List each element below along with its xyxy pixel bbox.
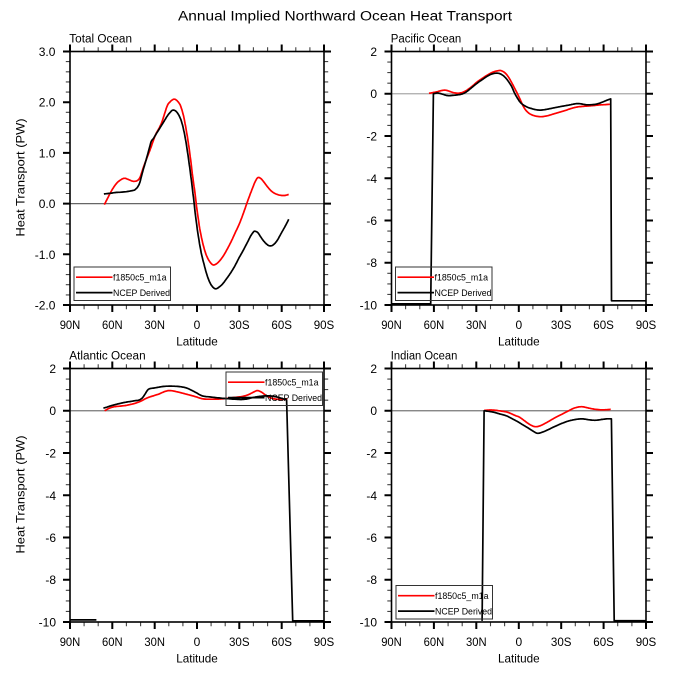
svg-text:30N: 30N: [466, 318, 487, 332]
svg-text:30S: 30S: [229, 635, 250, 649]
svg-text:60N: 60N: [102, 318, 123, 332]
svg-text:3.0: 3.0: [39, 45, 56, 59]
svg-text:-1.0: -1.0: [35, 248, 56, 262]
svg-text:f1850c5_m1a: f1850c5_m1a: [265, 378, 319, 388]
svg-text:-2: -2: [366, 130, 377, 144]
svg-text:0: 0: [194, 318, 201, 332]
svg-text:-10: -10: [39, 616, 57, 630]
svg-text:-8: -8: [45, 573, 56, 587]
svg-text:60N: 60N: [102, 635, 123, 649]
svg-text:Indian Ocean: Indian Ocean: [391, 350, 458, 362]
svg-text:90S: 90S: [314, 635, 335, 649]
svg-text:60N: 60N: [424, 635, 445, 649]
svg-text:-4: -4: [45, 489, 56, 503]
svg-text:30N: 30N: [144, 318, 165, 332]
svg-text:30S: 30S: [229, 318, 250, 332]
svg-text:-4: -4: [366, 172, 377, 186]
svg-text:30N: 30N: [466, 635, 487, 649]
svg-text:Latitude: Latitude: [176, 335, 218, 349]
svg-text:-10: -10: [360, 299, 378, 313]
svg-text:0: 0: [370, 404, 377, 418]
svg-text:90N: 90N: [60, 318, 81, 332]
svg-text:Heat Transport (PW): Heat Transport (PW): [14, 436, 28, 554]
svg-text:Latitude: Latitude: [498, 652, 540, 666]
svg-text:60S: 60S: [271, 635, 292, 649]
svg-text:90N: 90N: [381, 318, 402, 332]
svg-text:2: 2: [49, 362, 56, 376]
svg-text:2: 2: [370, 362, 377, 376]
svg-text:f1850c5_m1a: f1850c5_m1a: [435, 273, 489, 283]
svg-text:90S: 90S: [314, 318, 335, 332]
svg-text:60S: 60S: [593, 635, 614, 649]
svg-text:90N: 90N: [60, 635, 81, 649]
svg-text:-6: -6: [366, 214, 377, 228]
svg-text:NCEP Derived: NCEP Derived: [435, 288, 492, 298]
svg-text:Atlantic Ocean: Atlantic Ocean: [69, 350, 145, 362]
svg-text:30S: 30S: [551, 318, 572, 332]
svg-text:-2: -2: [45, 447, 56, 461]
svg-text:f1850c5_m1a: f1850c5_m1a: [113, 273, 167, 283]
svg-text:-10: -10: [360, 616, 378, 630]
svg-text:30S: 30S: [551, 635, 572, 649]
svg-text:f1850c5_m1a: f1850c5_m1a: [435, 591, 489, 601]
svg-text:Latitude: Latitude: [498, 335, 540, 349]
svg-text:Latitude: Latitude: [176, 652, 218, 666]
svg-text:2.0: 2.0: [39, 96, 56, 110]
svg-text:Annual Implied Northward Ocean: Annual Implied Northward Ocean Heat Tran…: [178, 9, 512, 24]
svg-text:60N: 60N: [424, 318, 445, 332]
svg-text:60S: 60S: [271, 318, 292, 332]
svg-text:NCEP Derived: NCEP Derived: [435, 606, 492, 616]
svg-text:-8: -8: [366, 256, 377, 270]
svg-text:90S: 90S: [636, 318, 657, 332]
svg-text:0: 0: [515, 318, 522, 332]
svg-text:Heat Transport (PW): Heat Transport (PW): [14, 119, 28, 237]
svg-text:1.0: 1.0: [39, 146, 56, 160]
svg-text:-2: -2: [366, 447, 377, 461]
svg-text:-6: -6: [45, 531, 56, 545]
svg-text:60S: 60S: [593, 318, 614, 332]
svg-text:0.0: 0.0: [39, 197, 56, 211]
svg-text:-4: -4: [366, 489, 377, 503]
svg-text:0: 0: [194, 635, 201, 649]
svg-text:2: 2: [370, 45, 377, 59]
svg-text:-6: -6: [366, 531, 377, 545]
svg-text:Total Ocean: Total Ocean: [69, 34, 132, 46]
svg-text:-8: -8: [366, 573, 377, 587]
svg-text:90N: 90N: [381, 635, 402, 649]
svg-text:30N: 30N: [144, 635, 165, 649]
svg-text:0: 0: [515, 635, 522, 649]
svg-text:0: 0: [49, 404, 56, 418]
svg-text:-2.0: -2.0: [35, 299, 56, 313]
svg-text:NCEP Derived: NCEP Derived: [113, 288, 170, 298]
svg-text:Pacific Ocean: Pacific Ocean: [391, 34, 462, 46]
svg-text:0: 0: [370, 87, 377, 101]
svg-text:NCEP Derived: NCEP Derived: [265, 393, 322, 403]
svg-text:90S: 90S: [636, 635, 657, 649]
